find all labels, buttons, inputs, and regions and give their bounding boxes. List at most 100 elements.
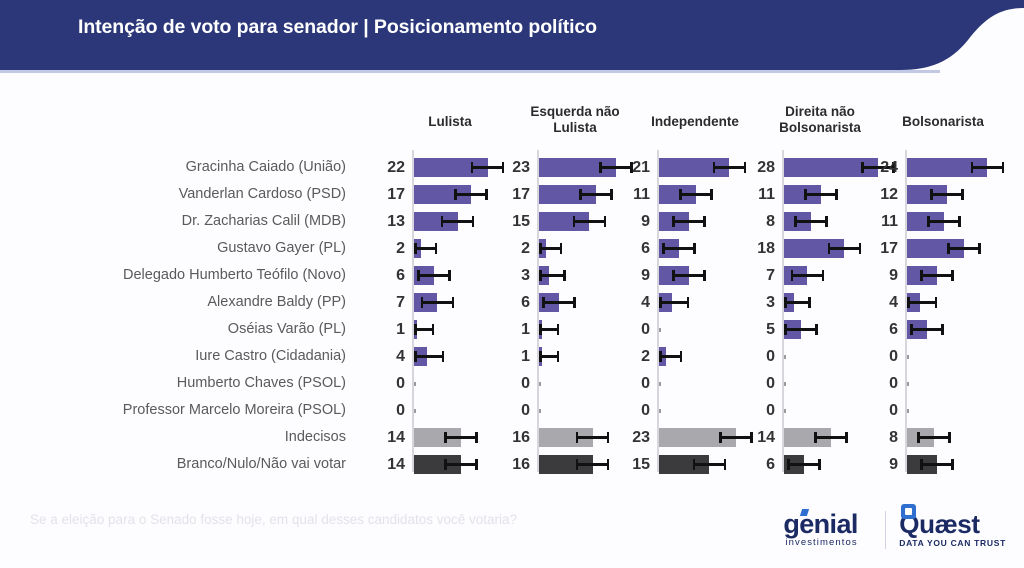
bar [414,455,461,474]
bar [414,428,461,447]
bar-row: 28 [757,154,895,181]
chart-area: Lulista Esquerda não Lulista Independente Di… [0,70,1024,495]
zero-marker [784,409,786,413]
column-header-line: Lulista [428,114,472,129]
bar [539,185,596,204]
error-bar [794,216,828,227]
bar-value-label: 1 [521,321,530,338]
bar-row: 14 [757,424,882,451]
bar-row: 8 [766,208,882,235]
bar-value-label: 6 [889,321,898,338]
error-bar [784,297,811,308]
zero-marker [414,409,416,413]
bar-value-label: 6 [396,267,405,284]
error-bar [417,270,451,281]
bar-value-label: 6 [521,294,530,311]
bar-row: 9 [641,208,757,235]
column-header-line: Esquerda não [530,104,620,119]
bar-row: 7 [396,289,512,316]
error-bar [659,297,690,308]
bar-value-label: 3 [766,294,775,311]
error-bar [539,270,566,281]
column-header-independente: Independente [620,114,770,130]
bar-row: 18 [757,235,882,262]
bar [539,428,593,447]
zero-marker [907,382,909,386]
error-bar [907,297,938,308]
bar-row: 9 [889,262,1005,289]
bar-row: 0 [396,370,512,397]
bar-value-label: 14 [387,456,405,473]
bar [414,185,471,204]
category-label: Professor Marcelo Moreira (PSOL) [122,402,346,418]
panel-independente: 21 11 9 6 9 4 0 2 0 0 23 15 [632,150,757,478]
error-bar [414,324,435,335]
bar-row: 0 [766,370,882,397]
category-label: Indecisos [284,429,346,445]
error-bar [679,189,713,200]
bar-row: 2 [641,343,757,370]
error-bar [712,162,747,173]
bar-row: 0 [766,397,882,424]
bar [907,239,964,258]
bar-row: 13 [387,208,512,235]
zero-marker [659,409,661,413]
bar-value-label: 4 [396,348,405,365]
bar-row: 0 [889,343,1005,370]
bar-value-label: 28 [757,159,775,176]
error-bar [444,432,478,443]
column-header-line: Lulista [553,120,597,135]
category-label: Gracinha Caiado (União) [185,159,346,175]
bar-value-label: 9 [889,267,898,284]
bar-row: 3 [521,262,637,289]
bar-row: 16 [512,451,637,478]
bar-value-label: 1 [396,321,405,338]
bar-row: 2 [396,235,512,262]
bar-value-label: 9 [641,267,650,284]
header-banner: Intenção de voto para senador | Posicion… [0,0,1024,70]
bar-value-label: 12 [880,186,898,203]
bar-row: 23 [632,424,757,451]
bar [414,158,488,177]
bar [539,158,617,177]
bar-value-label: 2 [521,240,530,257]
panel-axis-line [537,150,539,472]
error-bar [672,216,706,227]
bar-value-label: 14 [387,429,405,446]
genial-logo-word: genial [783,509,858,539]
bar-row: 14 [387,424,512,451]
bar-row: 6 [766,451,882,478]
bar-value-label: 2 [396,240,405,257]
bar-value-label: 11 [881,213,898,230]
zero-marker [659,382,661,386]
bar-row: 0 [889,370,1005,397]
bar [784,158,878,177]
bar-row: 7 [766,262,882,289]
header-underline [0,70,940,73]
survey-question: Se a eleição para o Senado fosse hoje, e… [30,512,518,527]
bar-row: 15 [512,208,637,235]
zero-marker [414,382,416,386]
bar-row: 0 [521,397,637,424]
bar [907,212,944,231]
bar-row: 6 [889,316,1005,343]
bar-value-label: 3 [521,267,530,284]
error-bar [420,297,455,308]
error-bar [539,243,563,254]
error-bar [920,459,954,470]
bar-value-label: 23 [632,429,650,446]
category-label: Branco/Nulo/Não vai votar [176,456,346,472]
bar-row: 22 [387,154,512,181]
category-label: Humberto Chaves (PSOL) [176,375,346,391]
bar-value-label: 11 [633,186,650,203]
error-bar [784,324,818,335]
bar-row: 14 [387,451,512,478]
bar-row: 0 [766,343,882,370]
column-header-line: Direita não [785,104,855,119]
error-bar [444,459,478,470]
error-bar [947,243,981,254]
bar-value-label: 6 [641,240,650,257]
bar-value-label: 16 [512,456,530,473]
bar-row: 0 [396,397,512,424]
error-bar [414,351,445,362]
